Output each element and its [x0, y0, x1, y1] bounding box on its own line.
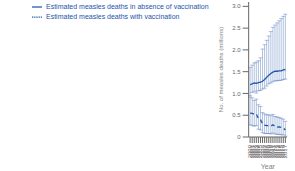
svg-text:2.0: 2.0: [232, 47, 241, 53]
svg-text:Year: Year: [261, 163, 276, 170]
svg-text:0.5: 0.5: [232, 112, 241, 118]
svg-text:1.5: 1.5: [232, 69, 241, 75]
svg-text:2017: 2017: [282, 144, 287, 158]
svg-text:0: 0: [237, 134, 241, 140]
html-text:Estimated measles deaths with: Estimated measles deaths with vaccinatio…: [46, 13, 180, 21]
svg-text:3.0: 3.0: [232, 3, 241, 9]
svg-text:2.5: 2.5: [232, 25, 241, 31]
svg-text:1.0: 1.0: [232, 91, 241, 97]
svg-text:No. of measles deaths (million: No. of measles deaths (millions): [218, 27, 224, 112]
html-text:Estimated measles deaths in ab: Estimated measles deaths in absence of v…: [46, 3, 209, 10]
